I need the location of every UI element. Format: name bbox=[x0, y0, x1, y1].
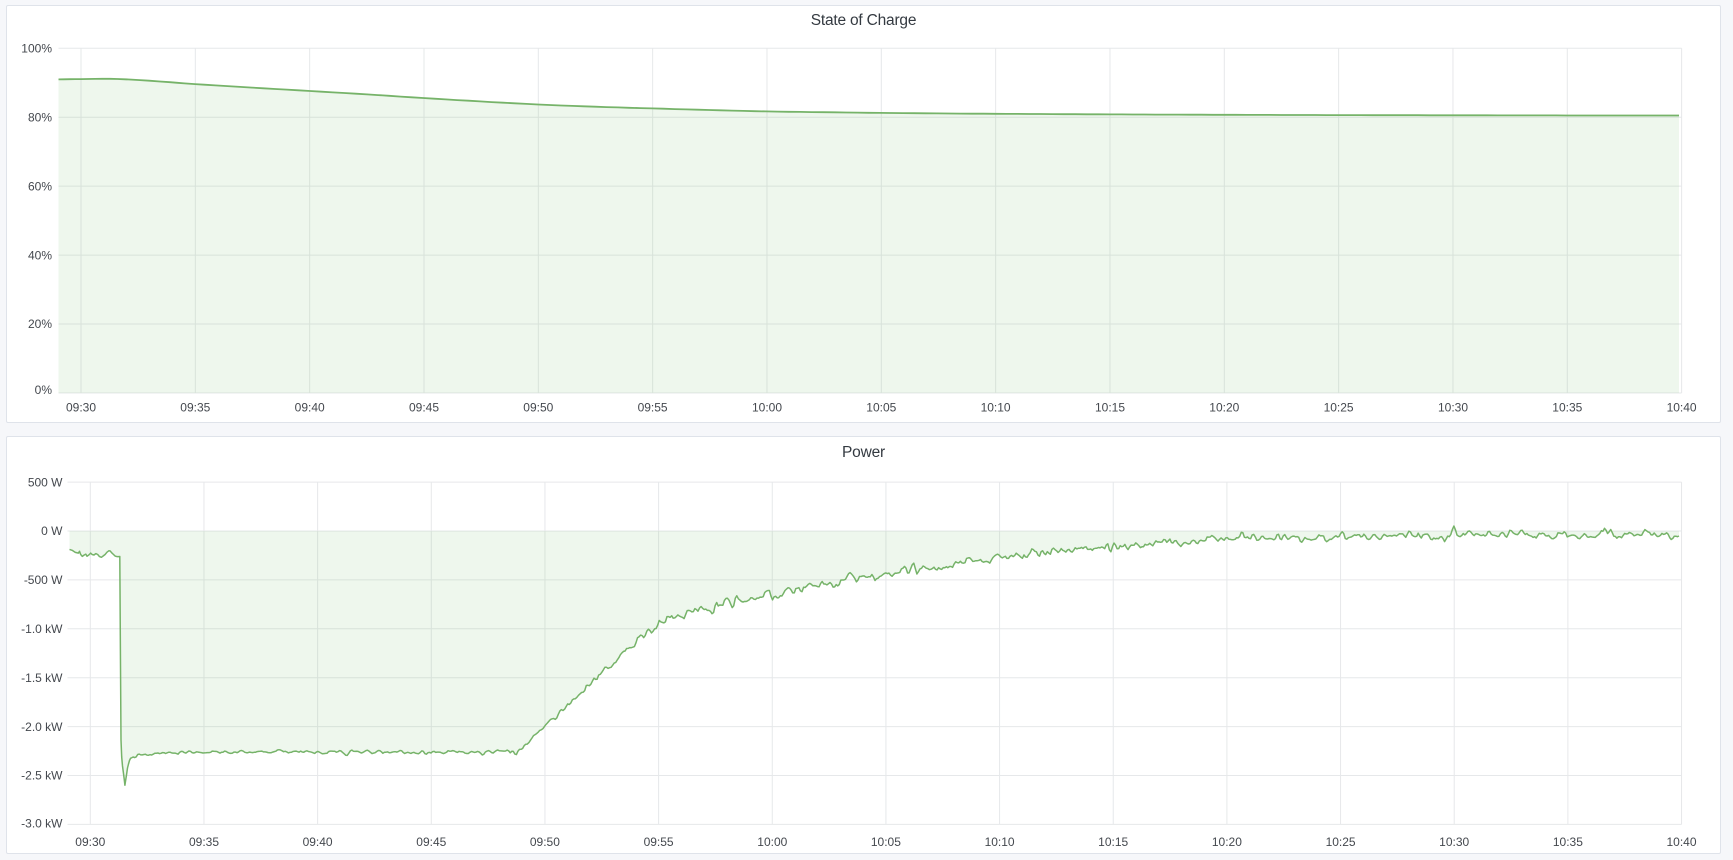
svg-text:09:30: 09:30 bbox=[75, 835, 105, 849]
svg-text:09:50: 09:50 bbox=[523, 401, 553, 415]
svg-text:10:15: 10:15 bbox=[1095, 401, 1125, 415]
svg-text:10:25: 10:25 bbox=[1324, 401, 1354, 415]
svg-text:09:30: 09:30 bbox=[66, 401, 96, 415]
svg-text:10:30: 10:30 bbox=[1439, 835, 1469, 849]
svg-text:10:05: 10:05 bbox=[871, 835, 901, 849]
svg-text:10:20: 10:20 bbox=[1209, 401, 1239, 415]
svg-text:10:00: 10:00 bbox=[757, 835, 787, 849]
svg-text:-2.0 kW: -2.0 kW bbox=[21, 720, 63, 734]
svg-text:10:40: 10:40 bbox=[1667, 401, 1697, 415]
svg-text:10:40: 10:40 bbox=[1666, 835, 1696, 849]
svg-text:-500 W: -500 W bbox=[24, 573, 63, 587]
svg-text:09:45: 09:45 bbox=[409, 401, 439, 415]
svg-text:09:40: 09:40 bbox=[295, 401, 325, 415]
svg-text:40%: 40% bbox=[28, 248, 52, 262]
svg-text:-1.5 kW: -1.5 kW bbox=[21, 671, 63, 685]
svg-text:10:10: 10:10 bbox=[981, 401, 1011, 415]
svg-text:0 W: 0 W bbox=[41, 524, 63, 538]
svg-text:10:20: 10:20 bbox=[1212, 835, 1242, 849]
svg-text:09:35: 09:35 bbox=[189, 835, 219, 849]
svg-text:10:35: 10:35 bbox=[1553, 835, 1583, 849]
svg-text:09:40: 09:40 bbox=[303, 835, 333, 849]
svg-text:09:55: 09:55 bbox=[644, 835, 674, 849]
svg-text:10:10: 10:10 bbox=[985, 835, 1015, 849]
svg-text:09:55: 09:55 bbox=[638, 401, 668, 415]
svg-text:10:35: 10:35 bbox=[1552, 401, 1582, 415]
svg-text:09:50: 09:50 bbox=[530, 835, 560, 849]
svg-text:10:05: 10:05 bbox=[866, 401, 896, 415]
svg-text:10:15: 10:15 bbox=[1098, 835, 1128, 849]
svg-text:20%: 20% bbox=[28, 317, 52, 331]
svg-text:-3.0 kW: -3.0 kW bbox=[21, 817, 63, 831]
svg-text:500 W: 500 W bbox=[28, 475, 63, 489]
svg-text:0%: 0% bbox=[35, 383, 53, 397]
svg-text:09:35: 09:35 bbox=[180, 401, 210, 415]
svg-text:-1.0 kW: -1.0 kW bbox=[21, 622, 63, 636]
svg-text:60%: 60% bbox=[28, 179, 52, 193]
svg-text:80%: 80% bbox=[28, 110, 52, 124]
svg-text:10:00: 10:00 bbox=[752, 401, 782, 415]
svg-text:10:30: 10:30 bbox=[1438, 401, 1468, 415]
svg-text:-2.5 kW: -2.5 kW bbox=[21, 769, 63, 783]
svg-text:100%: 100% bbox=[21, 42, 52, 56]
svg-text:10:25: 10:25 bbox=[1326, 835, 1356, 849]
svg-text:09:45: 09:45 bbox=[416, 835, 446, 849]
